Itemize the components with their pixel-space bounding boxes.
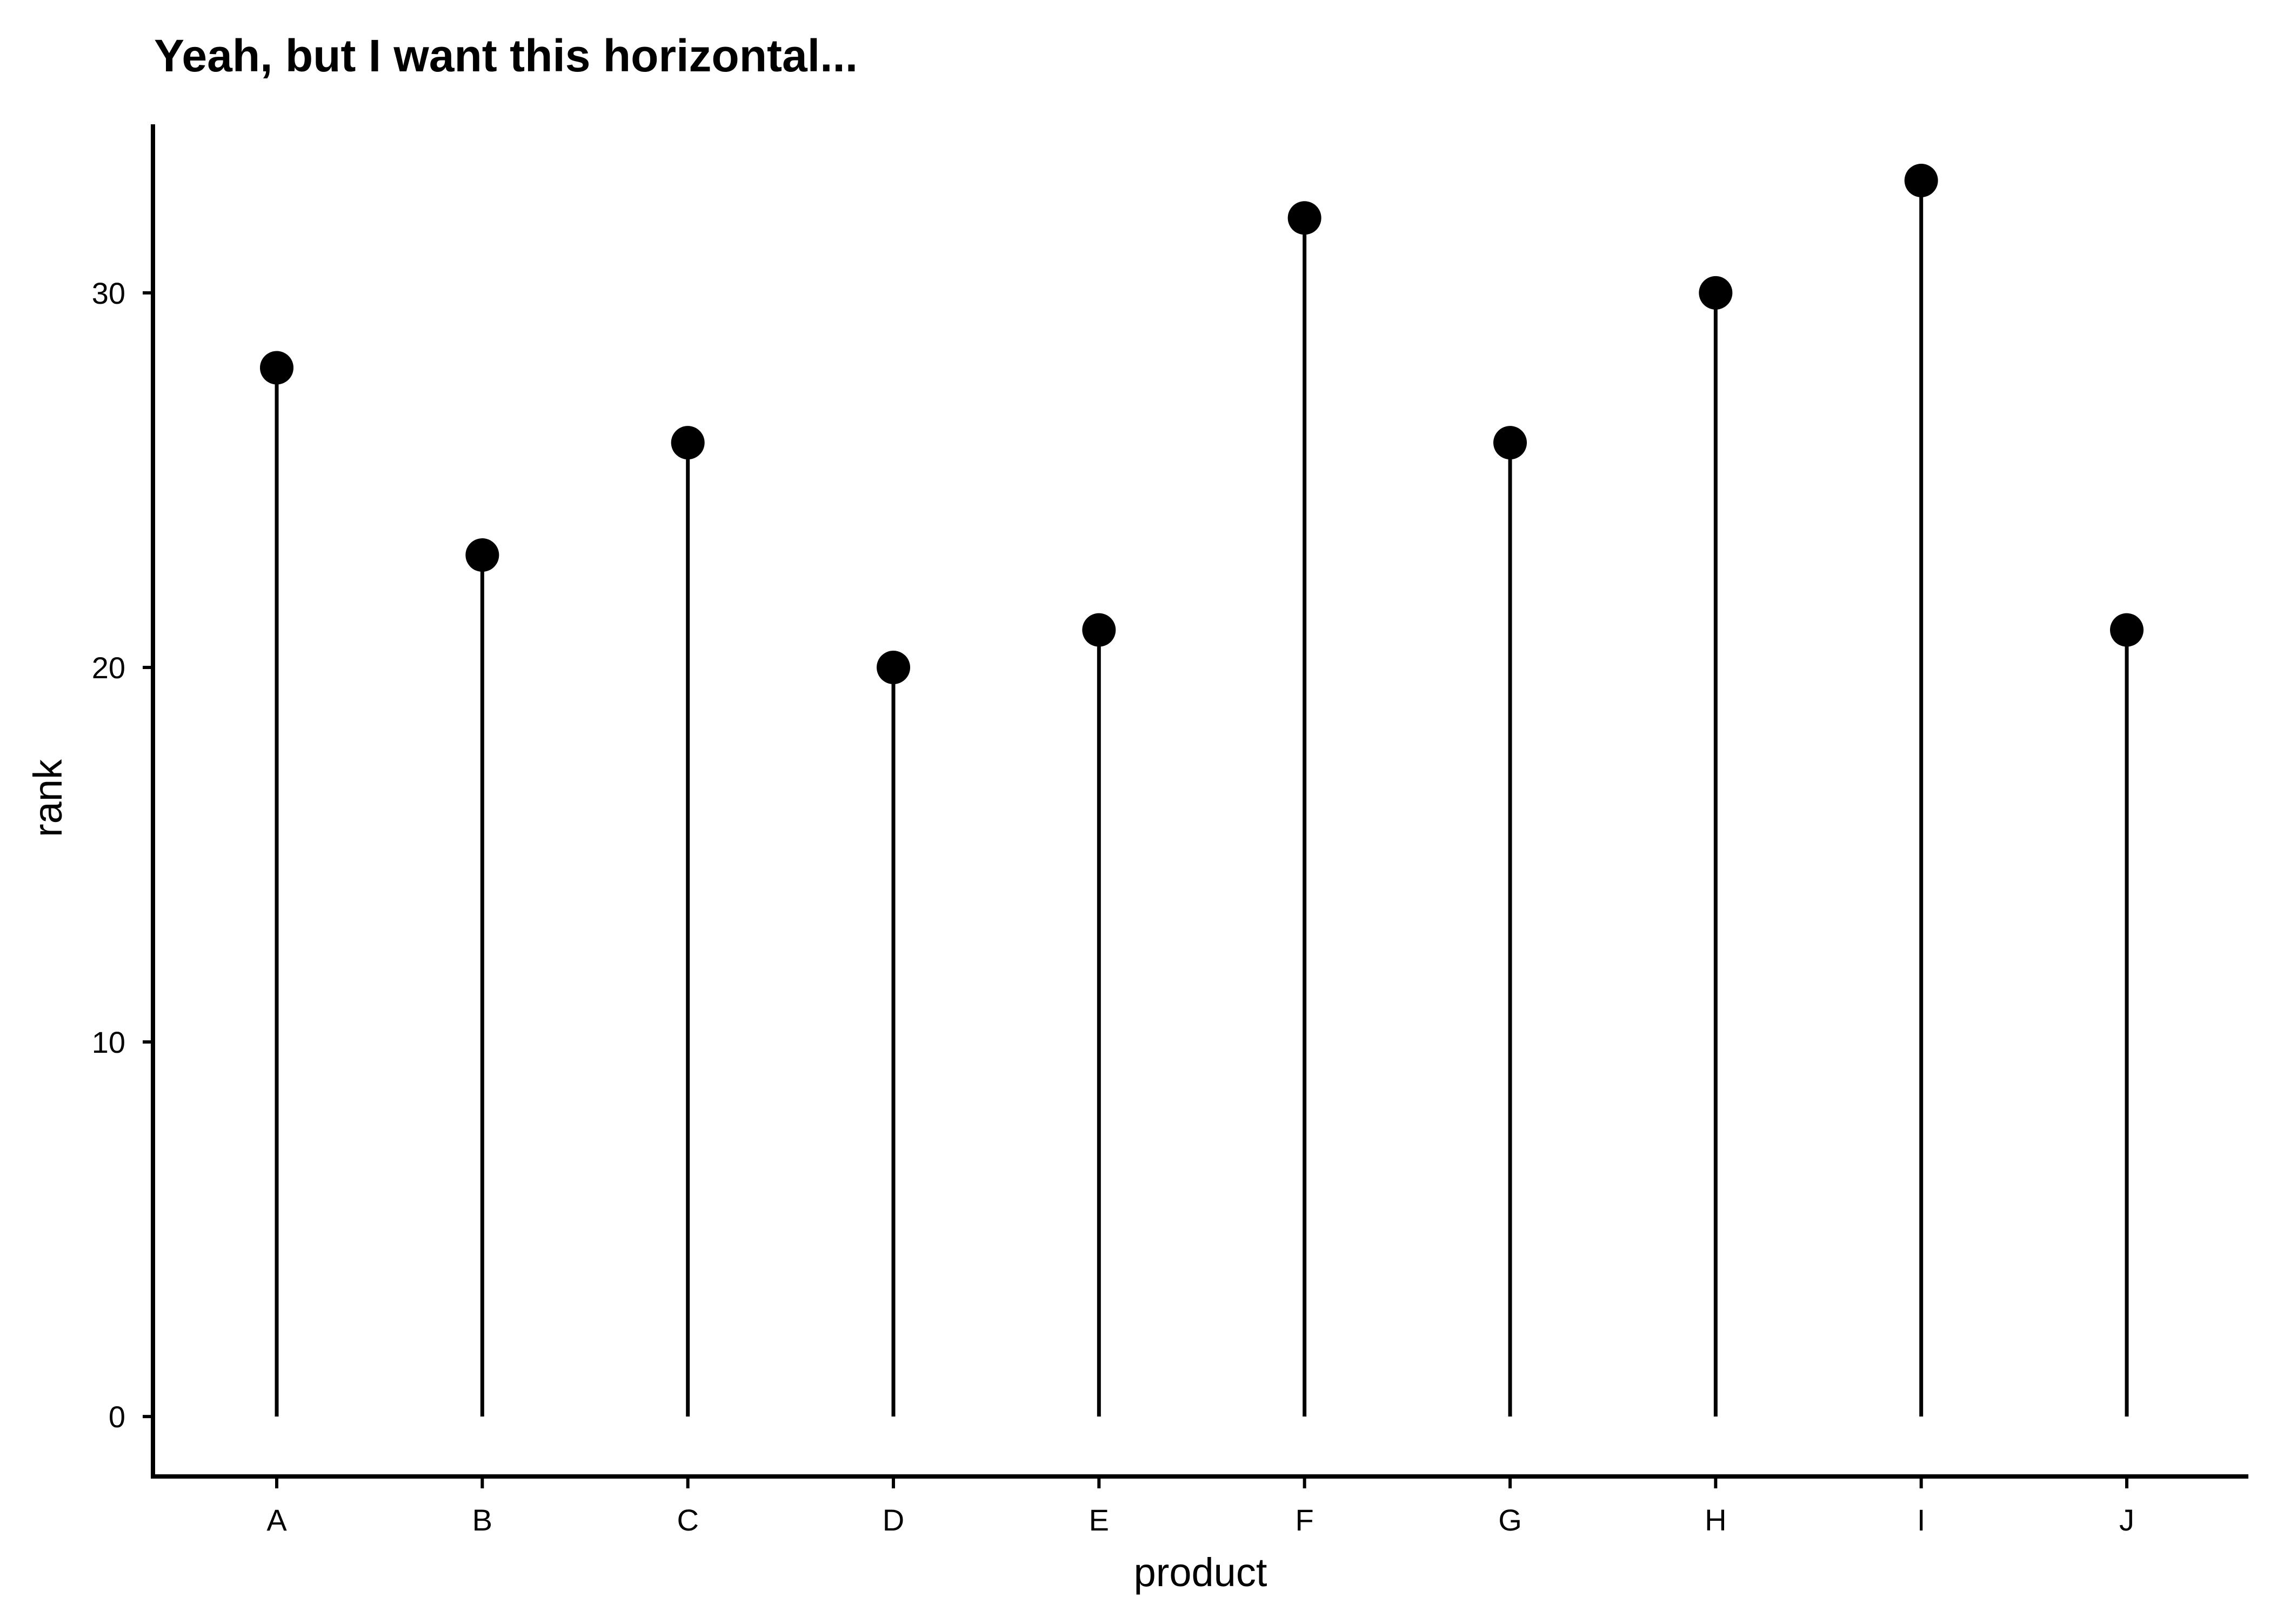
lollipop-point xyxy=(877,650,910,684)
x-axis: A B C D E F G H I J xyxy=(151,1474,2248,1537)
y-tick-label: 20 xyxy=(92,651,125,685)
lollipop-point xyxy=(1699,276,1733,310)
x-axis-title: product xyxy=(1134,1550,1267,1595)
x-tick-label: F xyxy=(1296,1503,1314,1537)
lollipop-point xyxy=(465,538,499,572)
x-tick-label: H xyxy=(1705,1503,1726,1537)
x-tick-label: C xyxy=(677,1503,698,1537)
lollipop-point xyxy=(1082,613,1116,647)
x-ticks: A B C D E F G H I J xyxy=(266,1479,2134,1537)
x-tick-label: D xyxy=(883,1503,904,1537)
lollipop-point xyxy=(2110,613,2144,647)
y-tick-label: 10 xyxy=(92,1025,125,1059)
y-tick-label: 30 xyxy=(92,276,125,310)
x-tick-label: E xyxy=(1089,1503,1109,1537)
plot-marks xyxy=(260,163,2144,1417)
y-axis-title: rank xyxy=(25,759,70,837)
lollipop-point xyxy=(1493,426,1527,460)
y-axis: 0 10 20 30 xyxy=(92,124,155,1479)
y-ticks: 0 10 20 30 xyxy=(92,276,153,1434)
y-tick-label: 0 xyxy=(109,1400,125,1434)
x-tick-label: I xyxy=(1917,1503,1926,1537)
lollipop-point xyxy=(1904,163,1938,197)
lollipop-point xyxy=(260,351,293,385)
lollipop-point xyxy=(671,426,705,460)
chart-title: Yeah, but I want this horizontal... xyxy=(154,30,858,81)
lollipop-point xyxy=(1287,201,1321,235)
x-tick-label: J xyxy=(2119,1503,2134,1537)
x-tick-label: B xyxy=(472,1503,492,1537)
x-tick-label: A xyxy=(266,1503,287,1537)
x-tick-label: G xyxy=(1498,1503,1522,1537)
